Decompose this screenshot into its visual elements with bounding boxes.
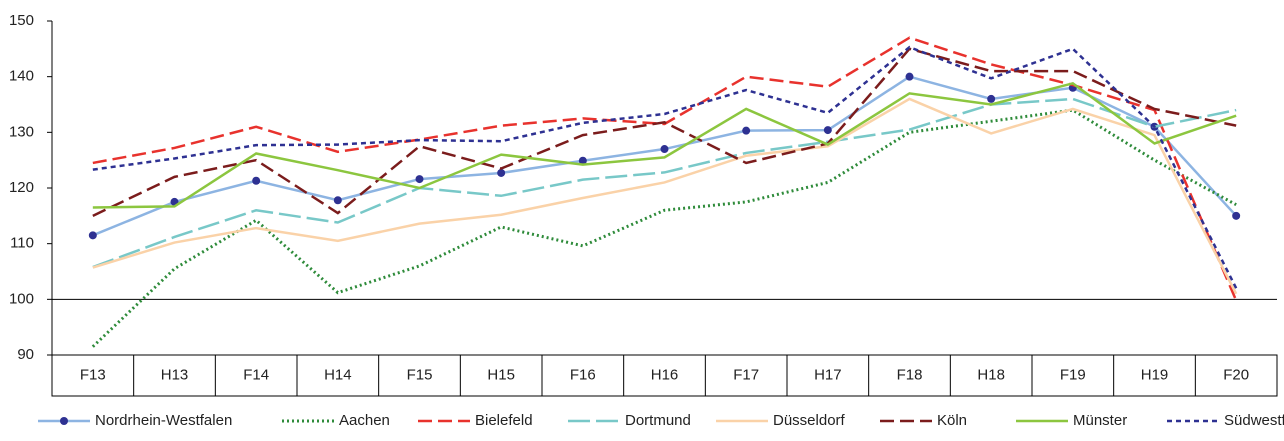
- series-line: [92, 97, 1238, 295]
- x-tick-label: F16: [570, 366, 596, 383]
- y-tick-label: 150: [9, 12, 34, 29]
- series-marker: [987, 94, 996, 103]
- y-tick-label: 140: [9, 68, 34, 85]
- legend-label: Bielefeld: [475, 412, 533, 429]
- y-tick-label: 90: [17, 346, 34, 363]
- x-tick-label: H19: [1141, 366, 1169, 383]
- series-line: [92, 45, 1238, 289]
- x-tick-label: F17: [733, 366, 759, 383]
- series-marker: [252, 176, 261, 185]
- series-marker: [1232, 211, 1241, 220]
- series-marker: [660, 145, 669, 154]
- legend-label: Aachen: [339, 412, 390, 429]
- y-tick-label: 120: [9, 179, 34, 196]
- x-tick-label: H14: [324, 366, 352, 383]
- legend-label: Düsseldorf: [773, 412, 846, 429]
- x-tick-label: H13: [161, 366, 189, 383]
- legend-label: Dortmund: [625, 412, 691, 429]
- x-tick-label: F18: [897, 366, 923, 383]
- x-tick-label: H18: [977, 366, 1005, 383]
- legend-label: Münster: [1073, 412, 1127, 429]
- x-tick-label: H17: [814, 366, 842, 383]
- y-tick-label: 110: [10, 235, 34, 252]
- x-tick-label: F13: [80, 366, 106, 383]
- x-tick-label: H15: [487, 366, 515, 383]
- series-line: [91, 108, 1237, 348]
- series-marker: [905, 72, 914, 81]
- series-marker: [742, 126, 751, 135]
- x-tick-label: H16: [651, 366, 679, 383]
- series-line: [92, 81, 1237, 209]
- category-table: [51, 354, 1278, 397]
- series-marker: [333, 196, 342, 205]
- series-marker: [88, 231, 97, 240]
- x-tick-label: F20: [1223, 366, 1249, 383]
- legend-label: Nordrhein-Westfalen: [95, 412, 232, 429]
- series-line: [92, 47, 1237, 217]
- series-marker: [578, 156, 587, 165]
- legend-label: Südwestfalen: [1224, 412, 1284, 429]
- legend-label: Köln: [937, 412, 967, 429]
- x-tick-label: F15: [407, 366, 433, 383]
- x-tick-label: F19: [1060, 366, 1086, 383]
- series-marker: [823, 126, 832, 135]
- y-tick-label: 130: [9, 123, 34, 140]
- y-tick-label: 100: [9, 290, 34, 307]
- legend-marker: [60, 417, 68, 425]
- series-line: [92, 36, 1238, 301]
- series-line: [92, 97, 1237, 269]
- series-marker: [497, 168, 506, 177]
- x-tick-label: F14: [243, 366, 269, 383]
- series-marker: [415, 175, 424, 184]
